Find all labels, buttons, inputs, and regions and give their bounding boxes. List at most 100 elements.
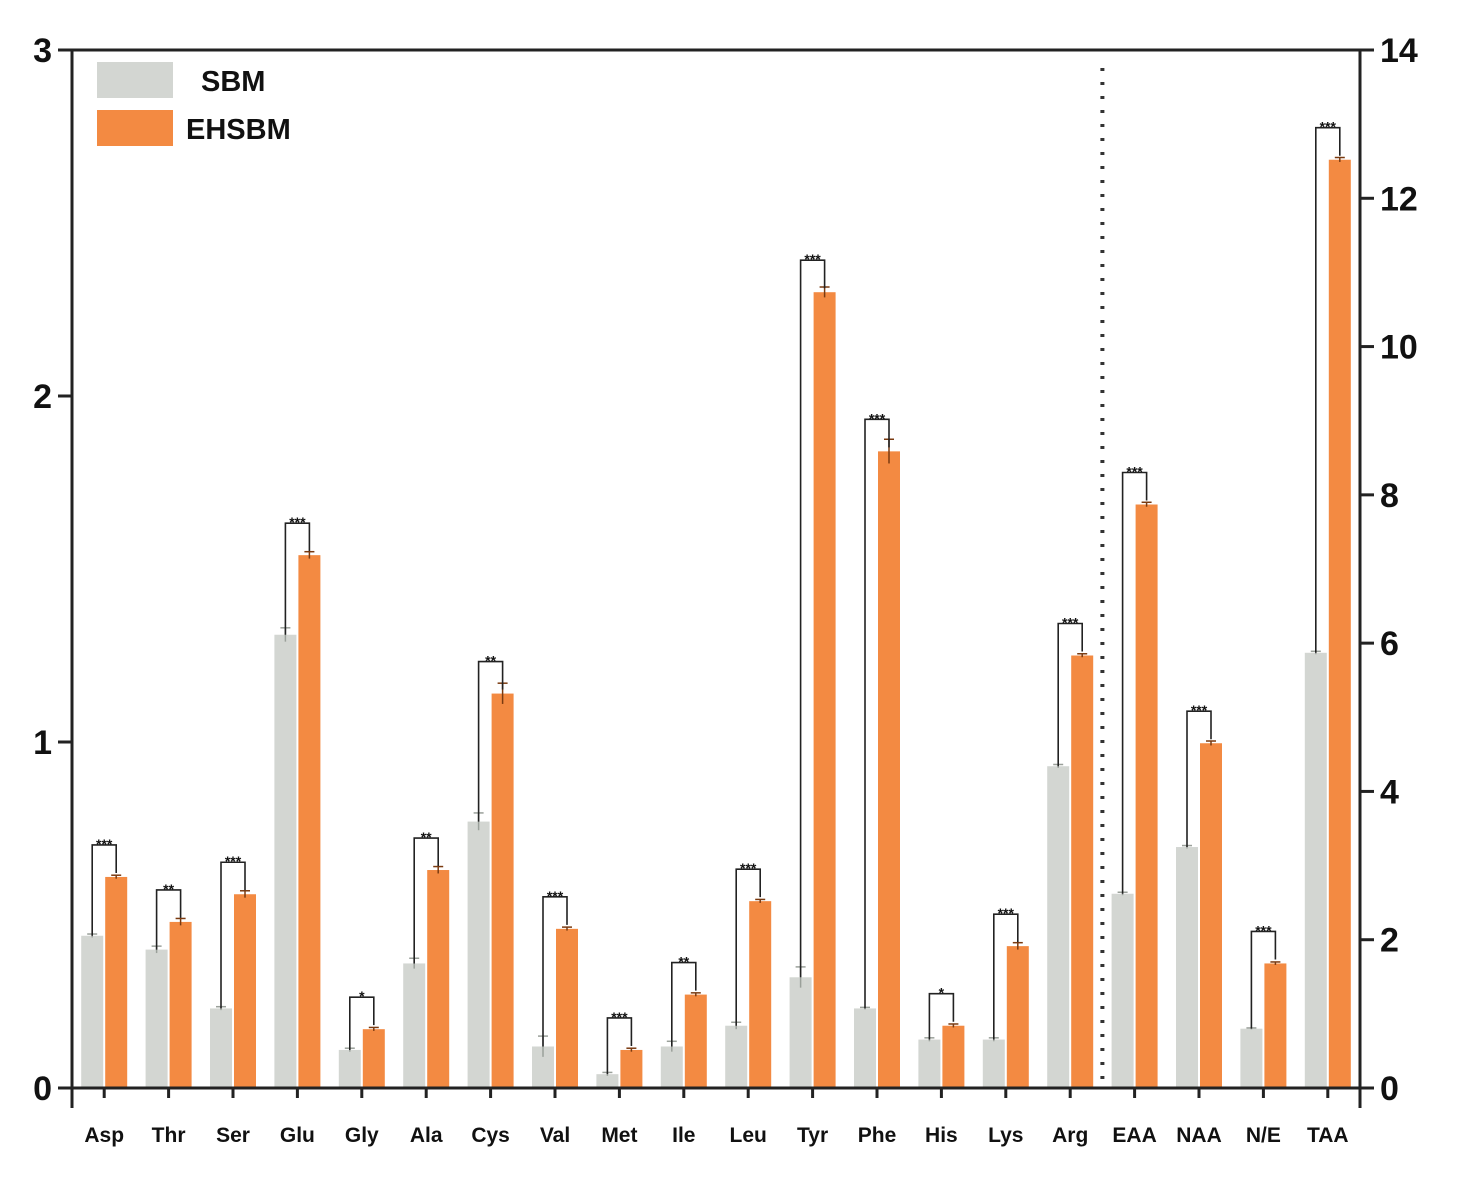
significance-label-4: * xyxy=(359,988,365,1004)
significance-bracket-0 xyxy=(91,844,117,936)
axes-layer xyxy=(58,48,1374,1108)
significance-label-1: ** xyxy=(163,881,174,897)
category-label-0: Asp xyxy=(84,1124,124,1147)
y-right-tick-label-0: 0 xyxy=(1380,1070,1399,1108)
significance-label-13: * xyxy=(939,985,945,1001)
bar-sbm-14 xyxy=(982,1039,1005,1088)
bar-ehsbm-6 xyxy=(491,693,514,1088)
bar-sbm-8 xyxy=(596,1074,619,1088)
category-label-13: His xyxy=(925,1124,958,1147)
y-right-tick-label-7: 14 xyxy=(1380,32,1418,70)
bar-ehsbm-19 xyxy=(1328,159,1351,1088)
category-label-2: Ser xyxy=(216,1124,250,1147)
significance-bracket-4 xyxy=(349,996,375,1050)
significance-label-2: *** xyxy=(225,853,242,869)
significance-label-8: *** xyxy=(611,1009,628,1025)
significance-bracket-10 xyxy=(735,868,761,1026)
bar-sbm-3 xyxy=(274,634,297,1088)
significance-bracket-7 xyxy=(542,896,568,1047)
category-label-11: Tyr xyxy=(797,1124,828,1147)
bar-ehsbm-15 xyxy=(1071,655,1094,1088)
bar-sbm-10 xyxy=(725,1025,748,1088)
bar-ehsbm-5 xyxy=(427,870,450,1088)
significance-bracket-12 xyxy=(864,418,890,1009)
bar-ehsbm-8 xyxy=(620,1049,643,1088)
significance-label-6: ** xyxy=(485,653,496,669)
significance-bracket-15 xyxy=(1057,622,1083,767)
bars-layer xyxy=(81,159,1351,1088)
category-label-1: Thr xyxy=(152,1124,186,1147)
bar-sbm-18 xyxy=(1240,1028,1263,1088)
y-left-tick-label-3: 3 xyxy=(33,32,52,70)
significance-bracket-8 xyxy=(606,1017,633,1075)
bar-ehsbm-7 xyxy=(556,928,578,1088)
bar-sbm-19 xyxy=(1304,652,1327,1088)
significance-bracket-2 xyxy=(220,861,246,1009)
y-right-tick-label-4: 8 xyxy=(1380,477,1399,515)
significance-bracket-9 xyxy=(671,961,697,1047)
significance-bracket-13 xyxy=(928,992,955,1040)
significance-label-14: *** xyxy=(998,905,1015,921)
y-right-tick-label-1: 2 xyxy=(1380,922,1399,960)
category-label-15: Arg xyxy=(1052,1124,1088,1147)
category-label-8: Met xyxy=(601,1124,637,1147)
bar-ehsbm-2 xyxy=(234,894,256,1088)
significance-bracket-19 xyxy=(1315,126,1341,653)
category-label-19: TAA xyxy=(1307,1124,1349,1147)
category-label-9: Ile xyxy=(672,1124,695,1147)
significance-bracket-6 xyxy=(477,660,504,822)
legend-label-ehsbm: EHSBM xyxy=(186,114,291,146)
significance-label-15: *** xyxy=(1062,615,1079,631)
bar-ehsbm-1 xyxy=(169,921,192,1088)
bar-ehsbm-13 xyxy=(942,1025,965,1088)
bar-sbm-2 xyxy=(210,1008,232,1088)
significance-label-12: *** xyxy=(869,410,886,426)
legend-swatch-ehsbm xyxy=(97,110,173,146)
bar-ehsbm-0 xyxy=(105,876,128,1088)
bar-ehsbm-9 xyxy=(684,994,707,1088)
bar-sbm-7 xyxy=(532,1046,554,1088)
significance-label-5: ** xyxy=(421,829,432,845)
significance-bracket-5 xyxy=(413,837,439,964)
bar-sbm-12 xyxy=(854,1008,876,1088)
significance-bracket-3 xyxy=(284,522,311,635)
category-label-4: Gly xyxy=(345,1124,379,1147)
y-right-tick-label-3: 6 xyxy=(1380,625,1399,663)
significance-bracket-11 xyxy=(799,259,826,978)
bar-sbm-0 xyxy=(81,935,104,1088)
bar-sbm-11 xyxy=(789,977,812,1088)
category-label-3: Glu xyxy=(280,1124,315,1147)
category-label-10: Leu xyxy=(730,1124,767,1147)
category-label-17: NAA xyxy=(1176,1124,1222,1147)
significance-label-16: *** xyxy=(1126,463,1143,479)
bar-sbm-13 xyxy=(918,1039,941,1088)
bar-ehsbm-12 xyxy=(878,451,900,1088)
legend-label-sbm: SBM xyxy=(201,66,265,98)
labels-layer: Asp Thr Ser Glu Gly Ala Cys Val Met Ile Leu Tyr Phe H… xyxy=(33,32,1418,1147)
bar-ehsbm-14 xyxy=(1006,946,1029,1088)
significance-label-9: ** xyxy=(678,954,689,970)
significance-bracket-17 xyxy=(1186,710,1212,848)
y-right-tick-label-6: 12 xyxy=(1380,180,1418,218)
significance-bracket-16 xyxy=(1121,471,1148,894)
category-label-18: N/E xyxy=(1246,1124,1281,1147)
bar-ehsbm-18 xyxy=(1264,963,1287,1088)
category-label-5: Ala xyxy=(410,1124,443,1147)
bar-ehsbm-3 xyxy=(298,555,321,1088)
significance-bracket-1 xyxy=(155,889,182,950)
significance-bracket-18 xyxy=(1250,930,1277,1029)
bar-sbm-17 xyxy=(1176,847,1198,1088)
significance-label-19: *** xyxy=(1320,119,1337,135)
significance-label-17: *** xyxy=(1191,702,1208,718)
significance-bracket-14 xyxy=(993,913,1019,1040)
bar-sbm-4 xyxy=(338,1049,361,1088)
category-label-12: Phe xyxy=(858,1124,897,1147)
significance-label-10: *** xyxy=(740,860,757,876)
bar-ehsbm-4 xyxy=(362,1029,385,1088)
significance-label-7: *** xyxy=(547,888,564,904)
significance-label-0: *** xyxy=(96,836,113,852)
bar-sbm-6 xyxy=(467,821,490,1088)
significance-label-3: *** xyxy=(289,514,306,530)
y-left-tick-label-2: 2 xyxy=(33,378,52,416)
